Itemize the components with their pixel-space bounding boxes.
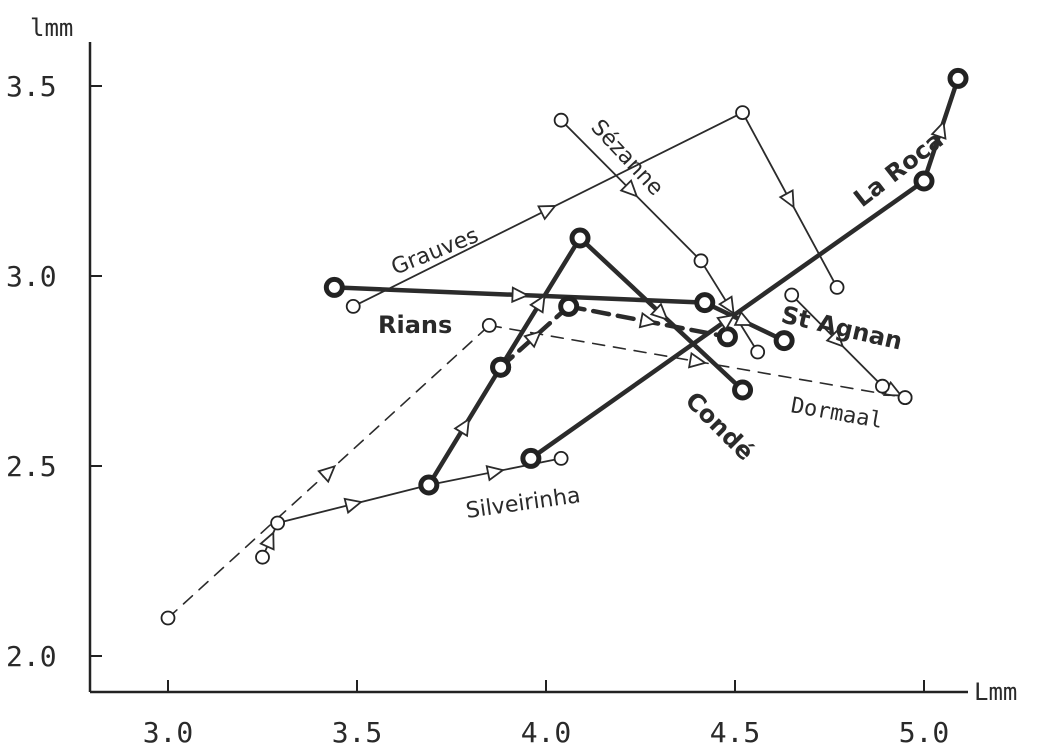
direction-arrow [733,310,754,326]
data-point [255,549,270,565]
x-ticks: 3.0 3.5 4.0 4.5 5.0 [143,680,950,749]
direction-arrow [825,329,845,348]
data-point [875,378,890,394]
data-point [750,344,766,360]
label-rians: Rians [378,311,452,339]
data-point [773,330,795,352]
label-st-agnan: St Agnan [779,301,905,356]
label-grauves: Grauves [388,223,482,280]
series-segment [498,304,571,370]
data-point [553,112,569,128]
direction-arrow [529,293,546,314]
data-point [694,292,716,314]
series-connector-7 [490,295,738,378]
direction-arrow [453,417,471,438]
data-point [553,450,569,466]
data-point [693,253,709,269]
y-axis-title: lmm [30,14,73,42]
x-tick-label: 3.0 [143,716,194,749]
data-point [716,326,738,348]
data-point [732,379,754,401]
x-tick-label: 5.0 [899,716,950,749]
direction-arrow [259,530,275,551]
series-st-agnan [784,287,913,406]
data-point [569,227,591,249]
label-silveirinha: Silveirinha [464,483,582,524]
data-point [947,67,969,89]
direction-arrow [638,311,659,329]
data-point [520,447,542,469]
direction-arrow [930,120,947,140]
x-tick-label: 3.5 [332,716,383,749]
axes: 3.0 3.5 4.0 4.5 5.0 2.0 2.5 3.0 3.5 lmm Lmm [6,14,1017,749]
data-point [160,610,176,626]
series-s-zanne [553,112,766,360]
y-tick-label: 3.0 [6,260,57,293]
direction-arrow [687,351,708,369]
label-dormaal: Dormaal [789,393,885,434]
x-tick-label: 4.5 [710,716,761,749]
data-point [490,356,512,378]
direction-arrow [485,465,505,482]
y-tick-label: 2.5 [6,450,57,483]
series-rians [323,276,795,352]
data-point [345,298,361,314]
plot-area [160,67,969,626]
data-point [735,105,750,120]
data-point [558,295,580,317]
data-point [323,276,345,298]
series-silveirinha [255,450,569,565]
data-point [270,515,286,531]
data-point [481,317,497,333]
direction-arrow [317,464,337,484]
series-la-roca [520,67,969,469]
direction-arrow [718,295,735,316]
direction-arrow [619,178,639,198]
direction-arrow [343,497,364,515]
series-grauves [345,105,845,314]
data-point [913,170,935,192]
direction-arrow [523,330,543,349]
direction-arrow [537,204,557,221]
series-dormaal [160,317,913,626]
direction-arrow [649,302,669,321]
data-point [784,287,800,303]
data-point [897,390,913,406]
direction-arrow [778,189,795,209]
direction-arrow [716,313,736,332]
y-tick-label: 2.0 [6,640,57,673]
series-labels: Grauves Sézanne St Agnan Dormaal Silveir… [378,115,949,524]
x-tick-label: 4.0 [521,716,572,749]
y-ticks: 2.0 2.5 3.0 3.5 [6,70,102,673]
y-tick-label: 3.5 [6,70,57,103]
x-axis-title: Lmm [974,678,1017,706]
data-point [418,474,440,496]
direction-arrow [511,286,530,304]
data-point [829,279,845,295]
